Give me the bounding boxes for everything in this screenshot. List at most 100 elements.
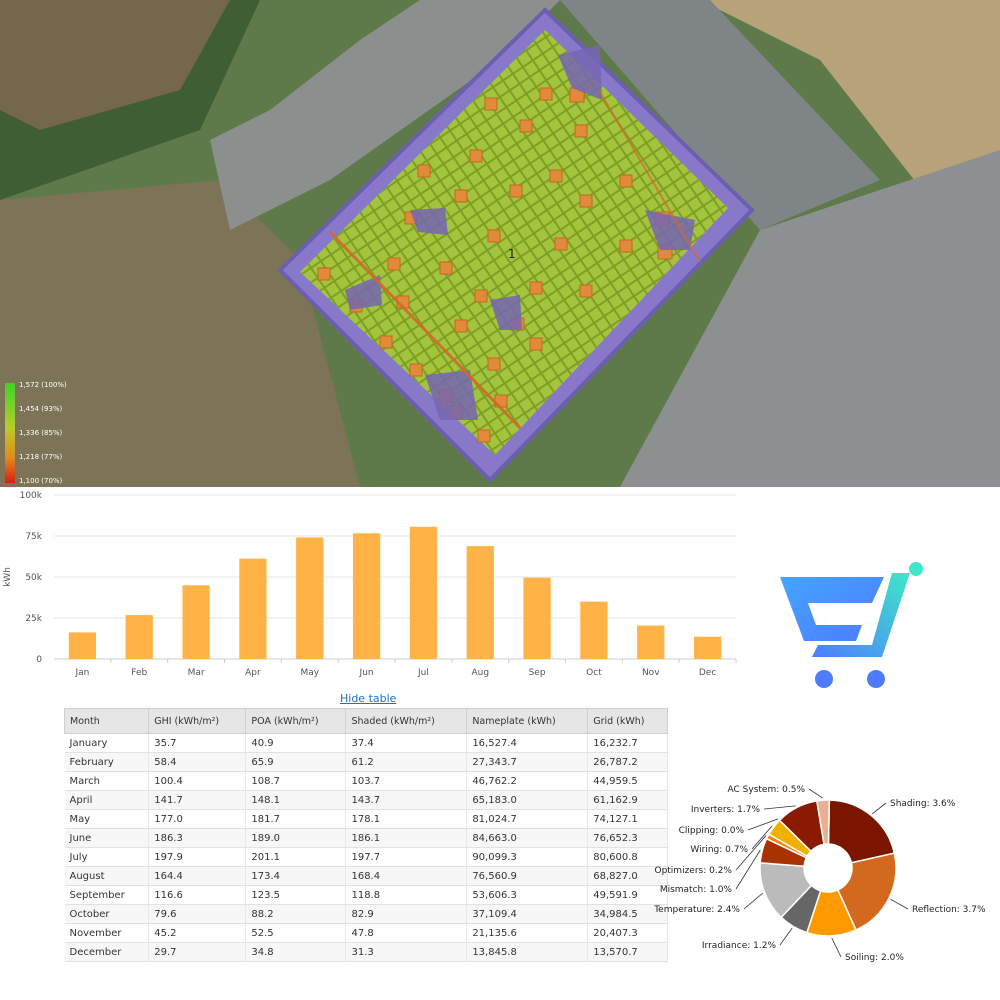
bar [523, 577, 551, 659]
table-cell: 16,527.4 [466, 733, 589, 753]
table-cell: July [64, 847, 150, 867]
table-row: July 197.9 201.1 197.7 90,099.3 80,600.8 [64, 847, 668, 867]
slice-label: Soiling: 2.0% [845, 953, 904, 963]
legend-label: 1,454 (93%) [19, 405, 63, 413]
table-cell: 82.9 [345, 904, 468, 924]
table-body: January 35.7 40.9 37.4 16,527.4 16,232.7 Febru… [64, 733, 668, 962]
slice-label: Temperature: 2.4% [653, 905, 740, 915]
table-cell: 76,560.9 [466, 866, 589, 886]
table-row: August 164.4 173.4 168.4 76,560.9 68,827.0 [64, 866, 668, 886]
bar [352, 533, 381, 659]
table-cell: 143.7 [345, 790, 468, 810]
donut-slice [815, 799, 831, 846]
column-header: GHI (kWh/m²) [148, 708, 247, 734]
table-cell: 81,024.7 [466, 809, 589, 829]
table-cell: April [64, 790, 150, 810]
monthly-data-table: Month GHI (kWh/m²) POA (kWh/m²) Shaded (kWh… [63, 708, 668, 962]
table-row: December 29.7 34.8 31.3 13,845.8 13,570.7 [64, 942, 668, 962]
table-cell: 100.4 [148, 771, 247, 791]
x-tick-label: Sep [529, 668, 546, 678]
table-cell: 84,663.0 [466, 828, 589, 848]
slice-label: Irradiance: 1.2% [702, 941, 777, 951]
table-cell: 189.0 [245, 828, 347, 848]
table-cell: 49,591.9 [587, 885, 668, 905]
label-leader-line [747, 818, 779, 831]
label-leader-line [779, 927, 793, 946]
table-row: September 116.6 123.5 118.8 53,606.3 49,591.9 [64, 885, 668, 905]
label-leader-line [735, 849, 761, 890]
donut-slice [827, 799, 896, 864]
aerial-map: 1 1,572 (100%) 1,454 (93%) 1,336 (85%) 1… [0, 0, 1000, 487]
column-header: POA (kWh/m²) [245, 708, 347, 734]
column-header: Month [63, 708, 150, 734]
bar [466, 546, 494, 659]
heatmap-legend-bar [5, 383, 15, 483]
monthly-production-svg: 0 25k 50k 75k 100k kWh Jan Feb Mar Apr May Jun Jul Au… [3, 491, 737, 678]
hide-table-link[interactable]: Hide table [340, 692, 397, 705]
table-cell: 65,183.0 [466, 790, 589, 810]
y-tick-label: 50k [25, 573, 42, 583]
table-cell: August [64, 866, 150, 886]
table-row: November 45.2 52.5 47.8 21,135.6 20,407.3 [64, 923, 668, 943]
table-cell: 186.1 [345, 828, 468, 848]
table-cell: 37,109.4 [466, 904, 589, 924]
bar [637, 625, 665, 659]
table-cell: 34,984.5 [587, 904, 668, 924]
column-header: Shaded (kWh/m²) [345, 708, 468, 734]
column-header: Nameplate (kWh) [466, 708, 589, 734]
table-cell: 45.2 [148, 923, 247, 943]
bar [409, 526, 438, 659]
table-cell: 76,652.3 [587, 828, 668, 848]
slice-label: Shading: 3.6% [890, 799, 956, 809]
table-cell: 118.8 [345, 885, 468, 905]
table-cell: 44,959.5 [587, 771, 668, 791]
loss-breakdown-donut: Shading: 3.6% Reflection: 3.7% Soiling: 2.… [640, 770, 1000, 990]
slice-label: Wiring: 0.7% [690, 845, 748, 855]
table-cell: 37.4 [345, 733, 468, 753]
table-cell: January [64, 733, 150, 753]
table-cell: November [64, 923, 150, 943]
x-tick-label: Aug [471, 668, 489, 678]
table-row: March 100.4 108.7 103.7 46,762.2 44,959.5 [64, 771, 668, 791]
table-cell: 47.8 [345, 923, 468, 943]
legend-label: 1,218 (77%) [19, 453, 63, 461]
slice-label: Optimizers: 0.2% [654, 866, 732, 876]
table-cell: 53,606.3 [466, 885, 589, 905]
legend-label: 1,336 (85%) [19, 429, 63, 437]
table-row: June 186.3 189.0 186.1 84,663.0 76,652.3 [64, 828, 668, 848]
y-axis-label: kWh [3, 567, 13, 587]
x-tick-label: Jan [74, 668, 89, 678]
label-leader-line [808, 788, 824, 799]
table-cell: 40.9 [245, 733, 347, 753]
y-tick-label: 25k [25, 614, 42, 624]
rooftop-solar-aerial-image: 1 1,572 (100%) 1,454 (93%) 1,336 (85%) 1… [0, 0, 1000, 487]
table-cell: 34.8 [245, 942, 347, 962]
table-cell: 61.2 [345, 752, 468, 772]
table-cell: 178.1 [345, 809, 468, 829]
table-cell: 26,787.2 [587, 752, 668, 772]
bar [580, 601, 608, 659]
table-cell: 46,762.2 [466, 771, 589, 791]
table-cell: 13,570.7 [587, 942, 668, 962]
table-header-row: Month GHI (kWh/m²) POA (kWh/m²) Shaded (kWh… [63, 708, 668, 734]
bar [125, 615, 153, 659]
label-leader-line [831, 937, 842, 958]
table-row: October 79.6 88.2 82.9 37,109.4 34,984.5 [64, 904, 668, 924]
shopping-cart-icon [772, 555, 942, 695]
table-cell: September [64, 885, 150, 905]
table-cell: 103.7 [345, 771, 468, 791]
slice-label: Mismatch: 1.0% [660, 885, 733, 895]
table-cell: 79.6 [148, 904, 247, 924]
slice-label: Inverters: 1.7% [691, 805, 761, 815]
table-cell: March [64, 771, 150, 791]
table-cell: 108.7 [245, 771, 347, 791]
shade-zones [345, 45, 695, 420]
table-cell: 58.4 [148, 752, 247, 772]
table-cell: 173.4 [245, 866, 347, 886]
x-tick-label: Nov [642, 668, 660, 678]
x-tick-label: May [300, 668, 319, 678]
table-cell: 88.2 [245, 904, 347, 924]
table-cell: 141.7 [148, 790, 247, 810]
slice-label: Clipping: 0.0% [679, 826, 745, 836]
label-leader-line [872, 802, 887, 815]
